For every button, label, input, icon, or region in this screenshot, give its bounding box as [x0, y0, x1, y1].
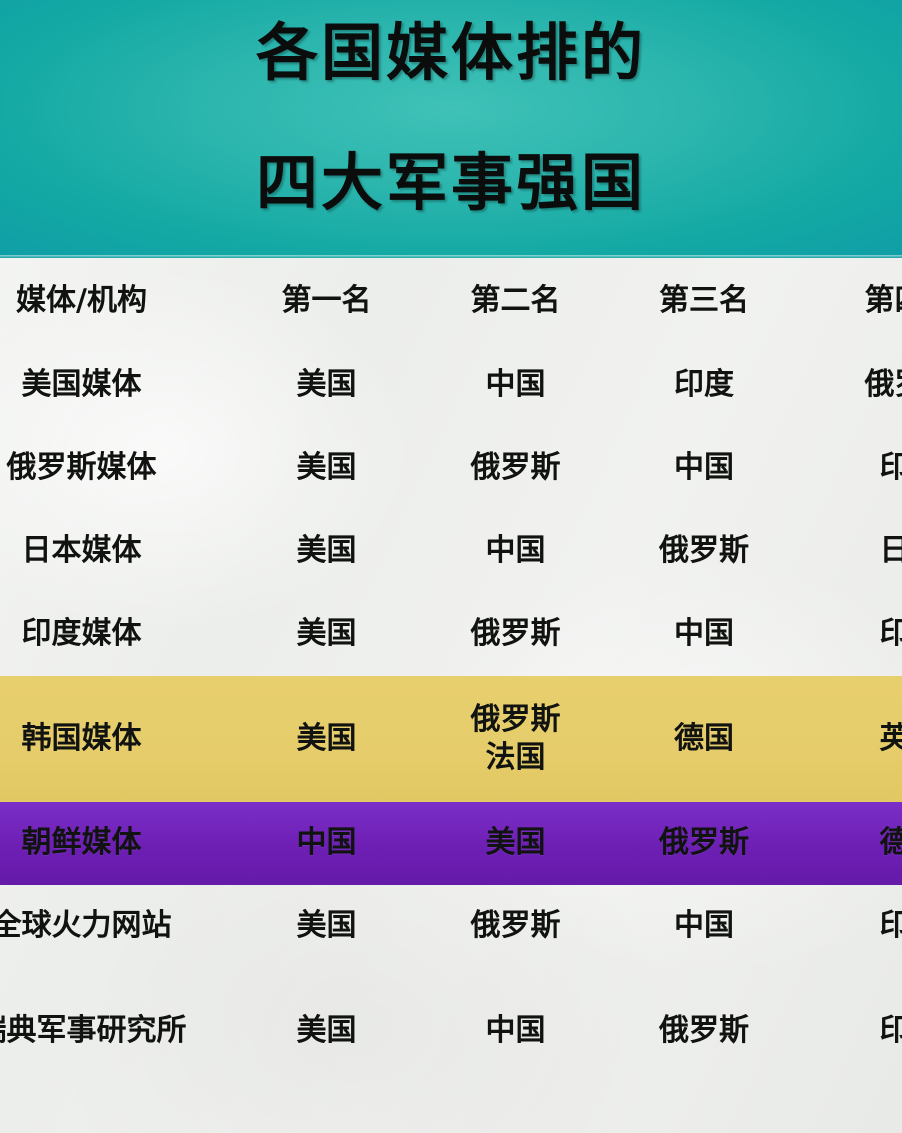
cell-rank-2: 中国 — [485, 1012, 546, 1048]
cell-rank-1: 美国 — [296, 533, 357, 569]
cell-media-source: 印度媒体 — [21, 616, 142, 652]
cell-rank-4: 德国 — [795, 1094, 902, 1133]
cell-rank-3: 德国 — [613, 676, 795, 802]
cell-rank-3: 中国 — [674, 908, 734, 944]
column-header-2: 第二名 — [470, 282, 561, 318]
cell-rank-1: 美国 — [296, 908, 357, 944]
table-header-row: 媒体/机构 第一名 第二名 第三名 第四名 — [0, 258, 902, 344]
table-row: 美国媒体 美国 中国 印度 俄罗斯 — [0, 344, 902, 427]
cell-rank-2: 俄罗斯 — [470, 616, 561, 652]
cell-rank-4: 英国 — [795, 676, 902, 802]
cell-rank-3: 中国 — [613, 1094, 795, 1133]
cell-rank-4: 德国 — [795, 802, 902, 885]
cell-rank-3: 中国 — [674, 450, 734, 486]
cell-media-source: 国际军控和裁军研究所 — [0, 1094, 235, 1133]
cell-rank-1: 美国 — [235, 1094, 418, 1133]
cell-rank-4: 印度 — [879, 1012, 902, 1048]
ranking-table-viewport: 媒体/机构第一名第二名第三名第四名美国媒体美国中国印度俄罗斯俄罗斯媒体美国俄罗斯… — [0, 258, 902, 1133]
cell-rank-1: 中国 — [235, 802, 418, 885]
cell-media-source: 日本媒体 — [21, 533, 142, 569]
cell-rank-4: 俄罗斯 — [864, 367, 902, 403]
cell-rank-4: 印度 — [879, 616, 902, 652]
cell-rank-4: 印度 — [879, 450, 902, 486]
cell-rank-3: 中国 — [674, 616, 734, 652]
title-line-primary: 各国媒体排的 — [255, 16, 646, 89]
cell-media-source: 朝鲜媒体 — [0, 802, 235, 885]
cell-rank-1: 美国 — [296, 616, 357, 652]
cell-rank-2: 中国 — [485, 533, 546, 569]
cell-rank-2: 中国 — [485, 367, 546, 403]
cell-rank-4: 印度 — [879, 908, 902, 944]
cell-rank-4: 日本 — [879, 533, 902, 569]
cell-rank-2: 美国 — [418, 802, 613, 885]
cell-rank-1: 美国 — [235, 676, 418, 802]
cell-media-source: 瑞典军事研究所 — [0, 1012, 187, 1048]
cell-rank-3: 印度 — [674, 367, 734, 403]
cell-rank-2: 俄罗斯 — [470, 450, 561, 486]
column-header-4: 第四名 — [864, 282, 902, 318]
cell-rank-3: 俄罗斯 — [659, 533, 749, 569]
cell-rank-3: 俄罗斯 — [613, 802, 795, 885]
column-header-1: 第一名 — [281, 282, 372, 318]
table-row: 印度媒体 美国 俄罗斯 中国 印度 — [0, 593, 902, 676]
cell-media-source: 全球火力网站 — [0, 908, 172, 944]
cell-rank-3: 俄罗斯 — [659, 1012, 749, 1048]
table-row: 朝鲜媒体中国美国俄罗斯德国 — [0, 802, 902, 885]
title-banner: 各国媒体排的 四大军事强国 — [0, 0, 902, 258]
column-header-3: 第三名 — [659, 282, 749, 318]
table-row: 俄罗斯媒体 美国 俄罗斯 中国 印度 — [0, 427, 902, 510]
cell-media-source: 俄罗斯媒体 — [6, 450, 157, 486]
cell-rank-1: 美国 — [296, 367, 357, 403]
cell-rank-2: 俄罗斯 法国 — [418, 676, 613, 802]
column-header-0: 媒体/机构 — [16, 282, 147, 318]
cell-rank-1: 美国 — [296, 450, 357, 486]
cell-media-source: 美国媒体 — [21, 367, 142, 403]
table-row: 全球火力网站 美国 俄罗斯 中国 印度 — [0, 885, 902, 968]
table-row: 国际军控和裁军研究所美国俄罗斯中国德国 — [0, 1094, 902, 1133]
ranking-table: 媒体/机构第一名第二名第三名第四名美国媒体美国中国印度俄罗斯俄罗斯媒体美国俄罗斯… — [0, 258, 902, 1133]
cell-rank-2: 俄罗斯 — [470, 908, 561, 944]
cell-rank-2: 俄罗斯 — [418, 1094, 613, 1133]
cell-media-source: 韩国媒体 — [0, 676, 235, 802]
table-row: 瑞典军事研究所 美国 中国 俄罗斯 印度 — [0, 968, 902, 1094]
title-line-secondary: 四大军事强国 — [255, 146, 646, 219]
table-row: 日本媒体 美国 中国 俄罗斯 日本 — [0, 510, 902, 593]
cell-rank-1: 美国 — [296, 1012, 357, 1048]
